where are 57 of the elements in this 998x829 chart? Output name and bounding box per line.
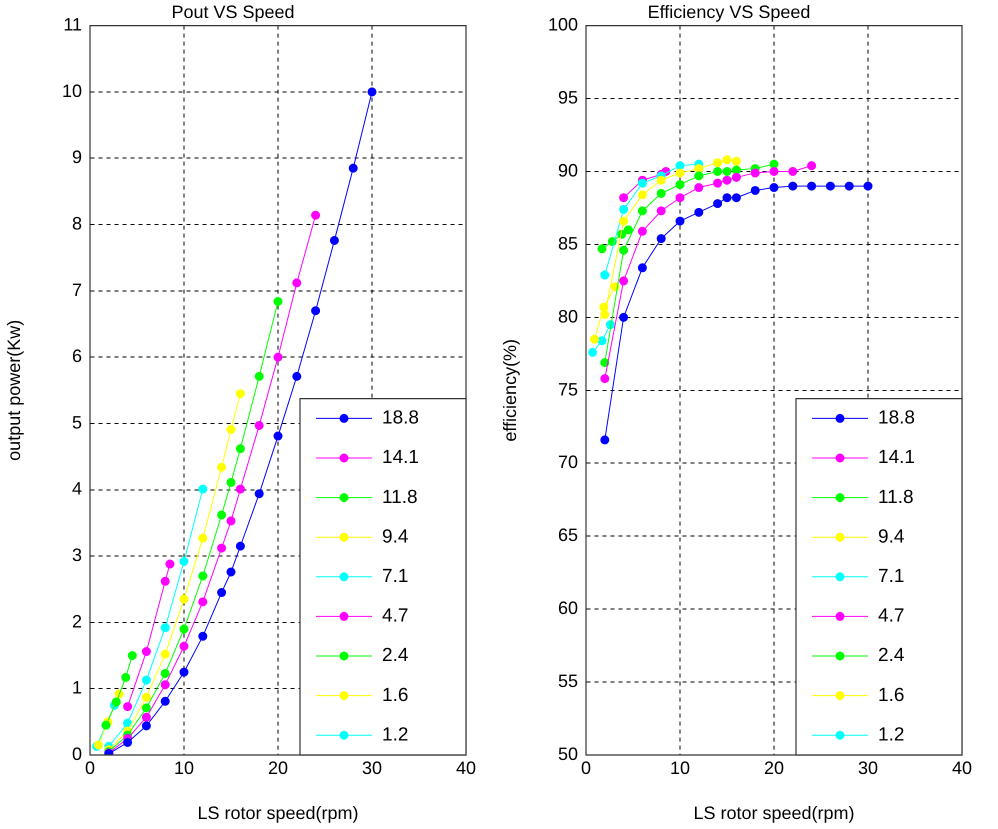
legend-label: 18.8	[878, 408, 915, 429]
y-tick-label: 10	[62, 80, 82, 101]
legend-label: 11.8	[382, 486, 418, 508]
y-tick-label: 11	[63, 14, 82, 35]
chart-title: Pout VS Speed	[171, 2, 295, 22]
x-tick-label: 0	[580, 758, 592, 778]
legend-label: 18.8	[382, 408, 419, 429]
chart-title: Efficiency VS Speed	[648, 2, 810, 22]
legend-label: 14.1	[382, 447, 419, 468]
y-tick-label: 95	[558, 88, 578, 108]
legend-label: 2.4	[382, 645, 409, 666]
y-axis-title: efficiency(%)	[500, 338, 520, 442]
y-tick-label: 70	[558, 452, 578, 472]
x-tick-label: 0	[84, 758, 96, 778]
y-tick-label: 50	[558, 744, 578, 764]
y-tick-label: 7	[72, 280, 82, 300]
y-tick-label: 80	[558, 306, 578, 326]
x-tick-label: 10	[670, 758, 690, 778]
x-tick-label: 40	[952, 758, 972, 778]
y-tick-label: 6	[72, 346, 82, 366]
legend-label: 14.1	[878, 447, 915, 468]
x-tick-label: 10	[174, 758, 194, 778]
legend-label: 1.6	[878, 684, 904, 706]
y-tick-label: 60	[558, 598, 578, 618]
y-tick-label: 9	[72, 147, 82, 168]
y-tick-label: 8	[72, 213, 82, 234]
legend-label: 11.8	[878, 486, 914, 508]
y-tick-label: 5	[72, 412, 82, 432]
legend-label: 9.4	[382, 526, 409, 548]
x-tick-label: 30	[362, 758, 382, 778]
legend-label: 9.4	[878, 526, 905, 548]
legend-label: 1.2	[382, 724, 408, 746]
x-axis-title: LS rotor speed(rpm)	[197, 803, 359, 824]
y-tick-label: 0	[72, 744, 82, 764]
legend-label: 2.4	[878, 645, 905, 666]
legend-label: 7.1	[382, 566, 408, 588]
y-tick-label: 55	[558, 671, 578, 692]
y-tick-label: 85	[558, 233, 578, 254]
y-tick-label: 2	[72, 611, 82, 632]
legend-label: 4.7	[382, 606, 408, 627]
y-tick-label: 100	[548, 14, 578, 35]
x-tick-label: 20	[268, 758, 288, 778]
legend-label: 1.6	[382, 684, 408, 706]
x-tick-label: 40	[456, 758, 476, 778]
legend-label: 4.7	[878, 606, 904, 627]
legend-label: 1.2	[878, 724, 904, 746]
y-tick-label: 3	[72, 545, 82, 566]
x-axis-title: LS rotor speed(rpm)	[693, 803, 855, 824]
y-tick-label: 75	[558, 379, 578, 400]
y-tick-label: 4	[72, 478, 82, 499]
y-axis-title: output power(Kw)	[4, 320, 24, 461]
x-tick-label: 30	[858, 758, 878, 778]
x-tick-label: 20	[764, 758, 784, 778]
y-tick-label: 1	[72, 678, 82, 698]
y-tick-label: 65	[558, 525, 578, 546]
legend-label: 7.1	[878, 566, 904, 588]
y-tick-label: 90	[558, 160, 578, 180]
